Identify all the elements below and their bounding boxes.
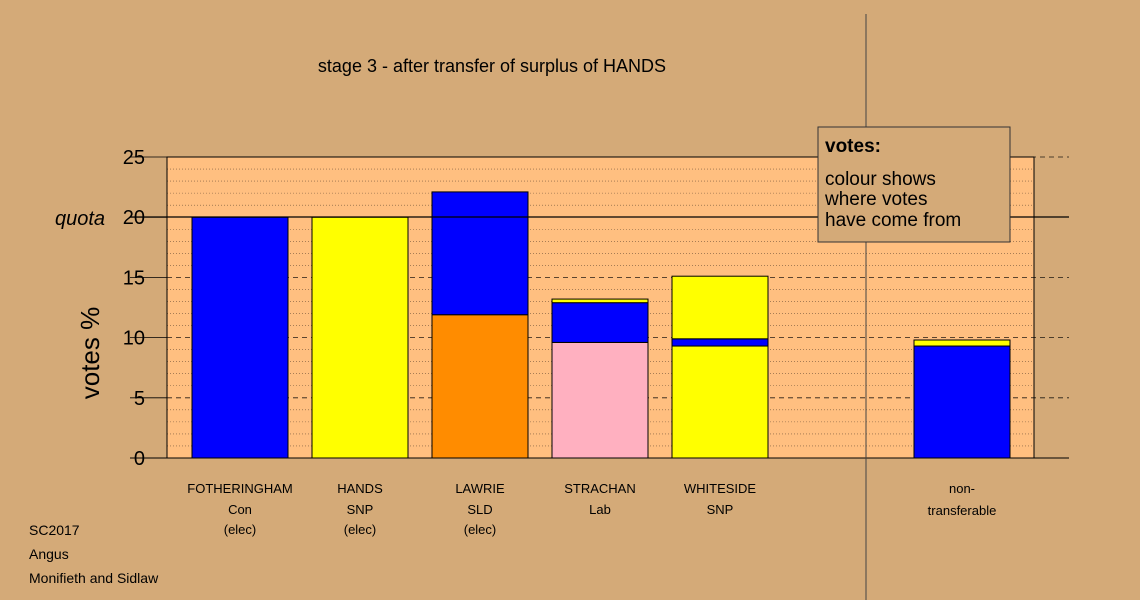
nontransferable-segment xyxy=(913,345,1011,459)
bar-segment xyxy=(191,216,289,459)
y-tick-label: 0 xyxy=(134,448,145,470)
candidate-status: (elec) xyxy=(344,522,377,537)
candidate-party: SNP xyxy=(707,502,734,517)
candidate-party: Lab xyxy=(589,502,611,517)
x-axis-labels: FOTHERINGHAM Con (elec) HANDS SNP (elec) LAWRI… xyxy=(187,481,996,537)
y-tick-label: 10 xyxy=(123,328,145,350)
bar-segment xyxy=(551,341,649,459)
candidate-party: SLD xyxy=(467,502,492,517)
bar-segment xyxy=(671,338,769,347)
nontransferable-label: transferable xyxy=(928,503,997,518)
legend-box-frame xyxy=(817,126,1011,243)
legend-line-3: have come from xyxy=(825,210,961,231)
y-tick-label: 5 xyxy=(134,388,145,410)
quota-label: quota xyxy=(55,208,105,230)
candidate-name: WHITESIDE xyxy=(684,481,757,496)
y-axis: 0 5 10 15 20 25 xyxy=(123,147,167,470)
legend-box: votes: colour shows where votes have com… xyxy=(817,126,1011,243)
candidate-party: SNP xyxy=(347,502,374,517)
bar-segment xyxy=(431,191,529,316)
ward-name: Monifieth and Sidlaw xyxy=(29,570,159,586)
y-axis-label: votes % xyxy=(75,307,105,400)
bar-segment xyxy=(671,345,769,459)
candidate-name: STRACHAN xyxy=(564,481,636,496)
y-tick-label: 20 xyxy=(123,207,145,229)
chart-title: stage 3 - after transfer of surplus of H… xyxy=(318,56,666,76)
bar-segment xyxy=(671,275,769,340)
bars xyxy=(191,191,1011,459)
election-id: SC2017 xyxy=(29,522,80,538)
nontransferable-segment xyxy=(913,339,1011,347)
bar-segment xyxy=(551,298,649,304)
y-tick-label: 15 xyxy=(123,267,145,289)
candidate-status: (elec) xyxy=(464,522,497,537)
legend-line-1: colour shows xyxy=(825,169,936,190)
council-name: Angus xyxy=(29,546,69,562)
y-tick-label: 25 xyxy=(123,147,145,169)
bar-segment xyxy=(551,302,649,343)
candidate-name: HANDS xyxy=(337,481,383,496)
legend-line-2: where votes xyxy=(824,189,927,210)
legend-title: votes: xyxy=(825,136,881,157)
candidate-status: (elec) xyxy=(224,522,257,537)
candidate-party: Con xyxy=(228,502,252,517)
nontransferable-label: non- xyxy=(949,481,975,496)
candidate-name: LAWRIE xyxy=(455,481,505,496)
candidate-name: FOTHERINGHAM xyxy=(187,481,292,496)
bar-segment xyxy=(431,314,529,459)
bar-segment xyxy=(311,216,409,459)
